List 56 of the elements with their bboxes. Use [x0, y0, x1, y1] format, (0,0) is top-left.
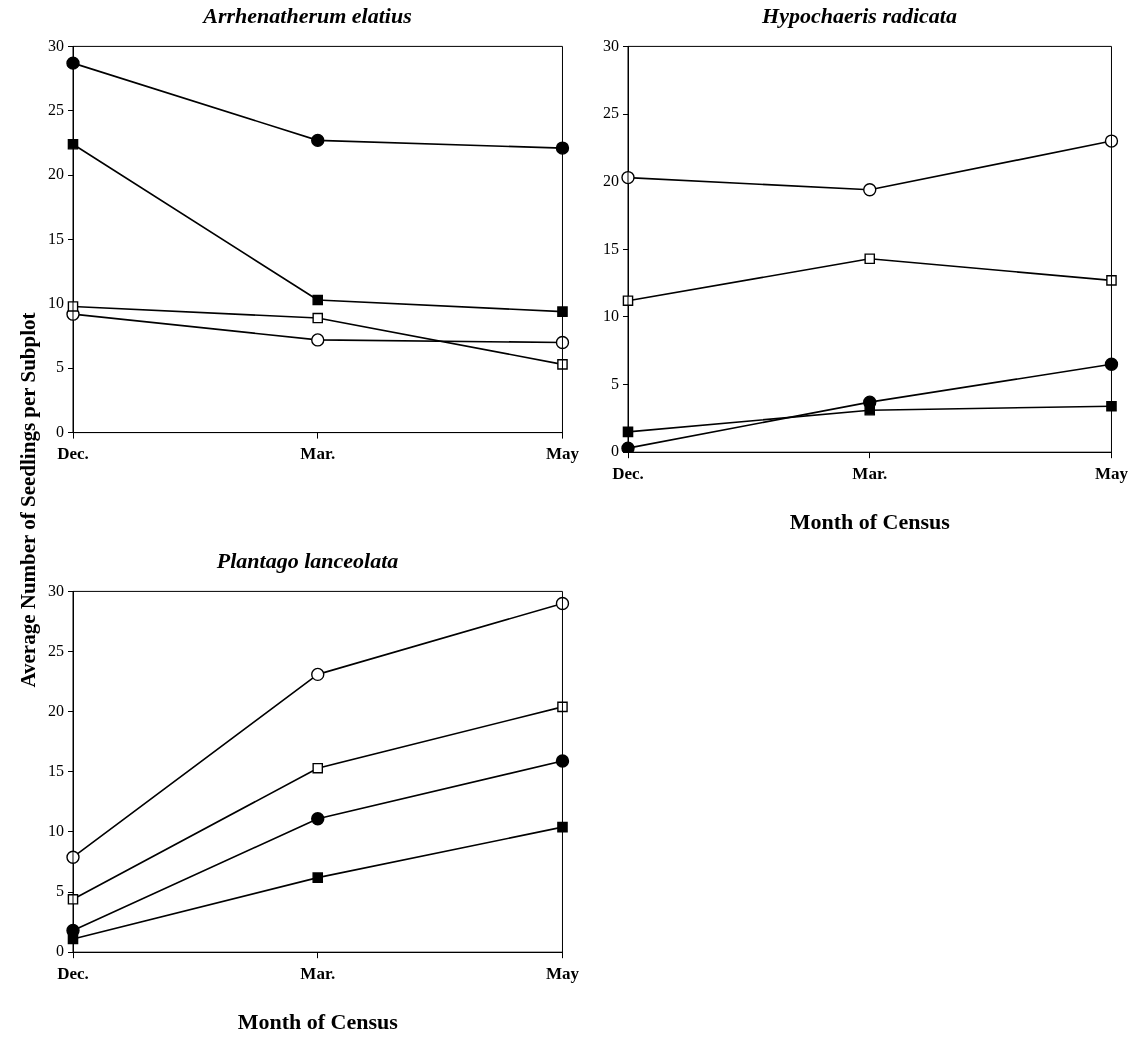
y-tick-label: 0	[611, 442, 619, 460]
point	[1106, 275, 1117, 286]
x-tick-label: Dec.	[57, 444, 89, 464]
x-axis-title: Month of Census	[237, 1009, 399, 1035]
point	[311, 133, 325, 148]
x-tick-label: Dec.	[57, 963, 89, 983]
y-tick-label: 10	[48, 822, 64, 840]
point	[311, 333, 325, 347]
point	[312, 294, 324, 306]
point	[557, 306, 568, 317]
point	[555, 596, 570, 611]
x-tick-label: Mar.	[852, 463, 888, 483]
y-tick-label: 0	[56, 422, 64, 440]
y-tick-label: 10	[603, 307, 619, 325]
x-tick-label: May	[545, 444, 580, 464]
point	[312, 762, 324, 774]
chart-title: Hypochaeris radicata	[761, 2, 957, 28]
point	[312, 312, 324, 324]
chart-title: Arrhenatherum elatius	[201, 2, 412, 28]
x-tick-label: Mar.	[300, 444, 336, 464]
y-tick-label: 30	[603, 36, 619, 54]
point	[1106, 400, 1117, 412]
y-tick-label: 20	[48, 165, 64, 183]
point	[863, 395, 877, 409]
y-tick-label: 25	[48, 641, 64, 659]
y-tick-label: 15	[48, 229, 64, 247]
point	[557, 821, 568, 833]
point	[1104, 357, 1119, 371]
point	[311, 812, 325, 826]
y-tick-label: 30	[48, 36, 64, 54]
y-tick-label: 15	[48, 762, 64, 779]
y-tick-label: 10	[48, 294, 64, 312]
x-tick-label: May	[545, 963, 580, 983]
x-tick-label: May	[1094, 463, 1129, 483]
y-tick-label: 5	[56, 882, 64, 900]
y-tick-label: 20	[603, 171, 619, 189]
point	[557, 701, 568, 713]
point	[863, 183, 877, 197]
y-tick-label: 0	[56, 942, 64, 960]
y-tick-label: 15	[603, 239, 619, 257]
x-axis-title: Month of Census	[789, 509, 951, 535]
point	[864, 253, 876, 265]
y-tick-label: 20	[48, 701, 64, 719]
point	[311, 667, 325, 682]
y-tick-label: 5	[56, 358, 64, 376]
y-tick-label: 5	[611, 374, 619, 392]
point	[621, 441, 635, 453]
chart-title: Plantago lanceolata	[215, 547, 399, 573]
y-tick-label: 30	[48, 581, 64, 599]
y-tick-label: 25	[48, 100, 64, 118]
x-tick-label: Dec.	[612, 463, 644, 483]
y-tick-label: 25	[603, 104, 619, 122]
point	[557, 359, 568, 370]
x-tick-label: Mar.	[300, 963, 336, 983]
point	[312, 872, 324, 883]
y-axis-title: Average Number of Seedlings per Subplot	[15, 312, 41, 688]
